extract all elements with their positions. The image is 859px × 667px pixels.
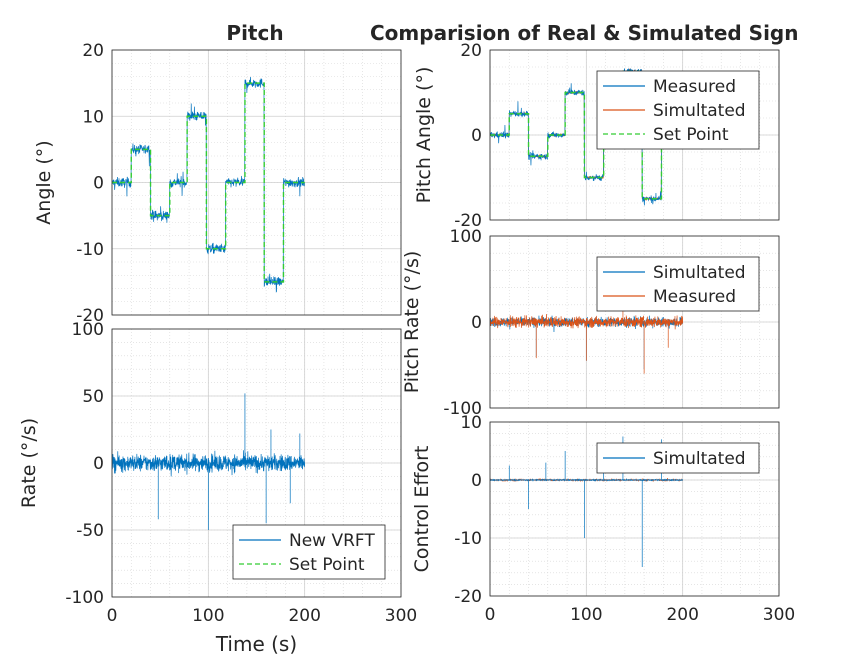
y-axis-label: Pitch Angle (°) bbox=[413, 67, 435, 204]
series-setpoint-line bbox=[112, 82, 305, 283]
legend-entry-label: Set Point bbox=[653, 125, 729, 145]
y-axis-label: Angle (°) bbox=[33, 140, 55, 224]
axes-box bbox=[489, 421, 780, 597]
y-tick-label: 0 bbox=[471, 313, 482, 333]
legend: Measured Simultated Set Point bbox=[596, 70, 760, 150]
x-tick-label: 0 bbox=[107, 606, 118, 626]
y-tick-label: 10 bbox=[82, 107, 104, 127]
x-tick-label: 300 bbox=[763, 605, 795, 625]
y-axis-label: Control Effort bbox=[411, 446, 433, 573]
y-tick-label: -20 bbox=[76, 306, 104, 326]
series-line bbox=[112, 77, 305, 293]
legend-entry-label: New VRFT bbox=[289, 531, 375, 551]
x-tick-label: 100 bbox=[570, 605, 602, 625]
y-tick-label: 0 bbox=[93, 454, 104, 474]
y-tick-label: 20 bbox=[82, 41, 104, 61]
y-axis-label: Rate (°/s) bbox=[18, 418, 40, 508]
axes-box bbox=[489, 49, 780, 221]
y-tick-label: -10 bbox=[454, 529, 482, 549]
y-tick-label: 100 bbox=[450, 227, 482, 247]
x-tick-label: 200 bbox=[666, 605, 698, 625]
legend: Simultated Measured bbox=[596, 256, 760, 312]
y-tick-label: -100 bbox=[65, 588, 104, 608]
y-tick-label: 20 bbox=[460, 41, 482, 61]
chart-angle: -20 -10 0 10 20 Angle (°) bbox=[33, 41, 402, 326]
legend-entry-label: Simultated bbox=[653, 263, 746, 283]
x-axis-label: Time (s) bbox=[215, 632, 297, 656]
legend-entry-label: Set Point bbox=[289, 555, 365, 575]
y-tick-label: 50 bbox=[82, 387, 104, 407]
y-tick-label: 0 bbox=[471, 126, 482, 146]
y-axis-label: Pitch Rate (°/s) bbox=[401, 251, 423, 394]
y-tick-label: 10 bbox=[460, 413, 482, 433]
y-tick-label: -100 bbox=[443, 399, 482, 419]
chart-pitch-rate: -100 0 100 Pitch Rate (°/s) Simultated Measur… bbox=[401, 227, 780, 419]
legend-entry-label: Simultated bbox=[653, 101, 746, 121]
y-tick-label: -20 bbox=[454, 211, 482, 231]
y-tick-label: 100 bbox=[72, 320, 104, 340]
series-line bbox=[112, 393, 306, 530]
series-group bbox=[112, 77, 305, 293]
axes-box bbox=[111, 328, 402, 598]
x-tick-label: 100 bbox=[192, 606, 224, 626]
y-tick-label: -10 bbox=[76, 240, 104, 260]
legend-entry-label: Measured bbox=[653, 287, 736, 307]
legend: Simultated bbox=[596, 442, 760, 474]
left-column-title: Pitch bbox=[226, 21, 283, 45]
x-tick-label: 300 bbox=[385, 606, 417, 626]
chart-rate: -100 -50 0 50 100 0 100 200 300 Rate (°/s) Time (s… bbox=[18, 320, 417, 656]
legend-entry-label: Simultated bbox=[653, 449, 746, 469]
x-tick-label: 200 bbox=[288, 606, 320, 626]
right-column-title: Comparision of Real & Simulated Sign bbox=[370, 21, 799, 45]
series-line bbox=[490, 68, 683, 206]
y-tick-label: -50 bbox=[76, 521, 104, 541]
series-group bbox=[490, 68, 683, 206]
legend-box bbox=[596, 256, 760, 312]
chart-pitch-angle: -20 0 20 Pitch Angle (°) Measured Simultated S… bbox=[413, 41, 780, 231]
legend: New VRFT Set Point bbox=[232, 524, 386, 580]
x-tick-label: 0 bbox=[485, 605, 496, 625]
y-tick-label: 0 bbox=[93, 174, 104, 194]
series-setpoint-line bbox=[490, 70, 683, 200]
y-tick-label: -20 bbox=[454, 587, 482, 607]
axes-box bbox=[489, 235, 780, 409]
legend-entry-label: Measured bbox=[653, 77, 736, 97]
y-tick-label: 0 bbox=[471, 471, 482, 491]
series-group bbox=[112, 393, 306, 530]
legend-box bbox=[232, 524, 386, 580]
axes-box bbox=[111, 49, 402, 316]
